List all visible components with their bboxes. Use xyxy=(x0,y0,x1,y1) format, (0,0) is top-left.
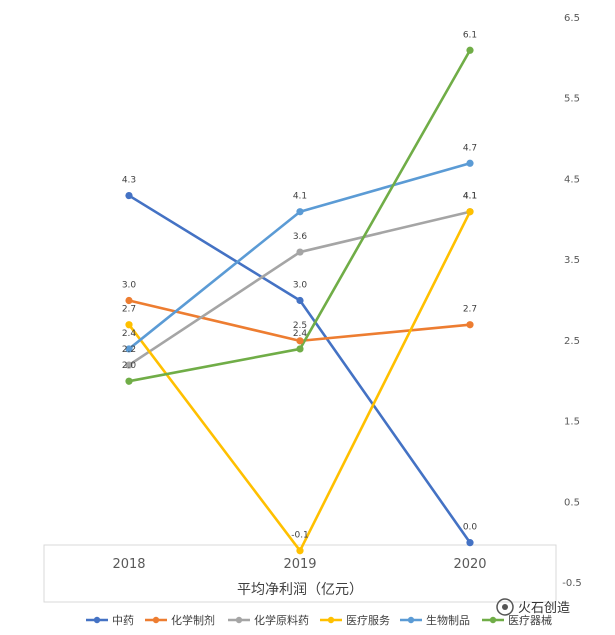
legend-label: 医疗器械 xyxy=(508,613,552,627)
legend-marker xyxy=(235,616,243,624)
y-tick-label: -0.5 xyxy=(562,578,582,589)
legend-item: 化学原料药 xyxy=(228,613,309,627)
data-label: 2.7 xyxy=(463,305,477,315)
data-point xyxy=(125,296,133,305)
legend-marker xyxy=(152,616,160,624)
data-point xyxy=(466,208,474,216)
data-label: 4.1 xyxy=(463,192,477,202)
series-line xyxy=(127,211,472,553)
watermark-logo-icon xyxy=(496,598,514,616)
data-label: 0.0 xyxy=(463,523,478,533)
legend-label: 化学制剂 xyxy=(171,613,215,627)
data-point xyxy=(125,321,133,329)
legend-item: 医疗器械 xyxy=(482,613,552,627)
data-label: 2.2 xyxy=(122,345,136,355)
legend-item: 化学制剂 xyxy=(145,613,215,627)
x-axis-frame xyxy=(43,544,557,603)
data-point xyxy=(296,345,304,353)
data-label: 2.4 xyxy=(293,329,308,339)
data-point xyxy=(125,361,133,369)
legend-item: 中药 xyxy=(86,614,134,627)
data-point xyxy=(466,159,474,167)
data-label: 3.0 xyxy=(293,281,308,291)
x-tick-label: 2018 xyxy=(112,557,145,572)
data-point xyxy=(296,248,304,256)
legend-label: 医疗服务 xyxy=(346,613,390,627)
data-point xyxy=(125,377,133,385)
legend-item: 生物制品 xyxy=(400,613,470,627)
data-point xyxy=(466,539,474,547)
legend-marker xyxy=(407,616,415,624)
y-tick-label: 4.5 xyxy=(564,174,580,185)
data-label: 3.0 xyxy=(122,281,137,291)
data-point xyxy=(296,208,304,216)
data-point xyxy=(466,46,474,54)
data-label: 4.7 xyxy=(463,143,477,153)
data-point xyxy=(466,321,474,329)
data-label: 4.1 xyxy=(463,192,477,202)
data-label: 4.3 xyxy=(122,176,136,186)
data-point xyxy=(296,337,304,345)
x-axis-box xyxy=(43,544,557,603)
y-axis-ticks: 6.5 5.5 4.5 3.5 2.5 1.5 0.5 -0.5 xyxy=(562,13,582,589)
x-axis-categories: 2018 2019 2020 xyxy=(112,557,486,572)
y-tick-label: 6.5 xyxy=(564,13,580,24)
data-label: 2.7 xyxy=(122,305,136,315)
legend: 中药 化学制剂 化学原料药 医疗服务 生物制品 医疗器械 xyxy=(86,613,552,627)
data-label: 3.6 xyxy=(293,232,308,242)
y-tick-label: 2.5 xyxy=(564,336,580,347)
x-axis-title: 平均净利润（亿元） xyxy=(237,582,363,598)
data-labels: 4.3 3.0 0.0 3.0 2.5 2.7 2.2 3.6 4.1 2.7 -0.1 4.1 2.4… xyxy=(122,30,478,540)
data-label: -0.1 xyxy=(291,531,309,541)
data-label: 2.4 xyxy=(122,329,137,339)
x-tick-label: 2019 xyxy=(283,557,316,572)
data-label: 6.1 xyxy=(463,30,477,40)
legend-marker xyxy=(489,616,497,624)
data-point xyxy=(125,191,133,200)
x-tick-label: 2020 xyxy=(453,557,486,572)
legend-marker xyxy=(93,616,101,624)
legend-item: 医疗服务 xyxy=(320,613,390,627)
data-point xyxy=(125,345,133,353)
legend-label: 中药 xyxy=(112,614,134,627)
data-point xyxy=(296,296,304,305)
watermark-logo-dot-icon xyxy=(502,604,508,610)
data-label: 2.0 xyxy=(122,361,137,371)
y-tick-label: 5.5 xyxy=(564,94,580,105)
data-point xyxy=(296,547,304,555)
legend-marker xyxy=(327,616,335,624)
data-label: 2.5 xyxy=(293,321,307,331)
watermark-text: 火石创造 xyxy=(518,601,570,616)
series-line xyxy=(128,194,472,544)
legend-label: 化学原料药 xyxy=(254,613,309,627)
data-label: 4.1 xyxy=(293,192,307,202)
y-tick-label: 1.5 xyxy=(564,417,580,428)
series-points xyxy=(125,46,474,555)
y-tick-label: 0.5 xyxy=(564,497,580,508)
legend-label: 生物制品 xyxy=(426,613,470,627)
y-tick-label: 3.5 xyxy=(564,255,580,266)
watermark: 火石创造 xyxy=(496,598,570,616)
